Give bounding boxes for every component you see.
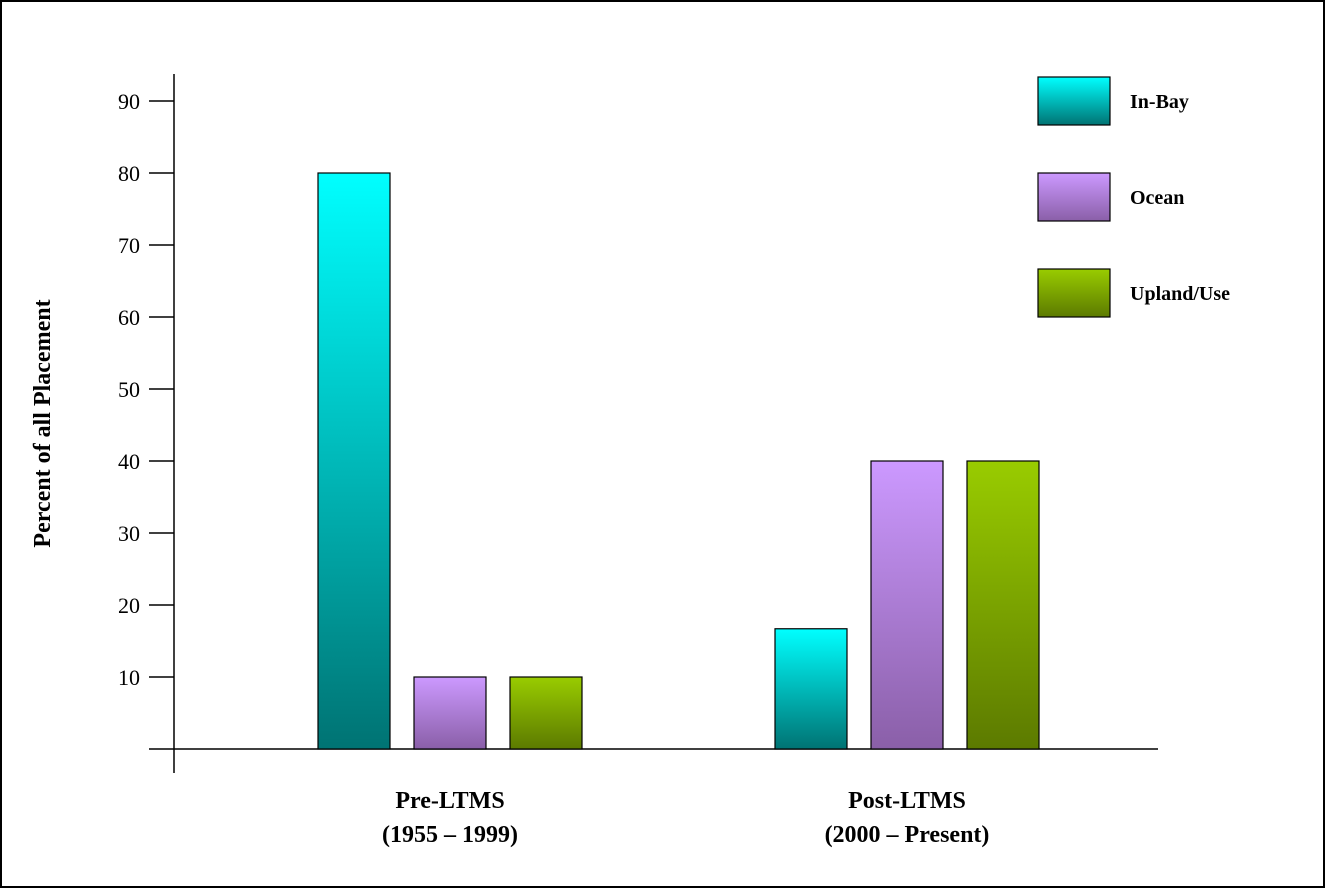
legend-label: Ocean: [1130, 187, 1184, 209]
legend-label: Upland/Use: [1130, 283, 1230, 305]
y-tick-label: 80: [118, 161, 140, 186]
y-tick-label: 20: [118, 593, 140, 618]
y-tick-label: 10: [118, 665, 140, 690]
y-tick-label: 30: [118, 521, 140, 546]
bar-upland-use-1: [509, 676, 583, 750]
bar-in-bay-1: [317, 172, 391, 750]
y-tick-label: 90: [118, 89, 140, 114]
bars: [317, 172, 1040, 750]
legend-swatch: [1037, 172, 1111, 222]
bar-ocean-2: [870, 460, 944, 750]
x-category-label: Pre-LTMS (1955 – 1999): [382, 788, 518, 848]
y-tick-label: 70: [118, 233, 140, 258]
bar-upland-use-2: [966, 460, 1040, 750]
bar-ocean-1: [413, 676, 487, 750]
y-axis-title: Percent of all Placement: [30, 299, 56, 547]
legend-swatch: [1037, 76, 1111, 126]
y-tick-label: 40: [118, 449, 140, 474]
legend-label: In-Bay: [1130, 91, 1189, 113]
bar-in-bay-2: [774, 628, 848, 750]
axes: 10 20 30 40 50 60 70 80 90 Pre-LTMS (1955 – 1999) P…: [118, 74, 1158, 848]
legend: In-Bay Ocean Upland/Use: [1037, 76, 1230, 318]
legend-swatch: [1037, 268, 1111, 318]
y-tick-label: 60: [118, 305, 140, 330]
y-tick-label: 50: [118, 377, 140, 402]
x-category-label: Post-LTMS (2000 – Present): [825, 788, 990, 848]
